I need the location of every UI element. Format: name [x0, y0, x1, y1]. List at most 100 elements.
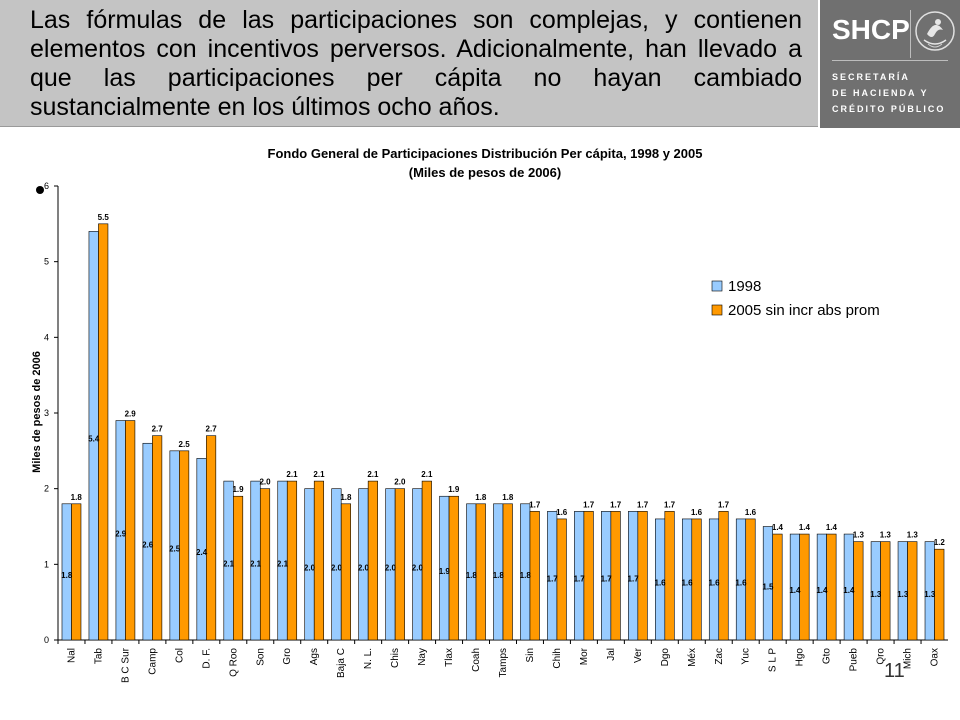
data-label-2005: 5.5 [98, 213, 110, 222]
category-label: B C Sur [120, 647, 131, 683]
data-label-1998: 1.8 [466, 571, 478, 580]
data-label-2005: 1.7 [664, 500, 676, 509]
data-label-1998: 1.4 [789, 586, 801, 595]
bar-2005 [206, 435, 217, 641]
category-label: Gro [282, 648, 293, 665]
data-label-1998: 2.0 [331, 563, 343, 572]
data-label-1998: 1.6 [681, 578, 693, 587]
category-label: Nay [417, 648, 428, 666]
bar-2005 [259, 488, 271, 641]
data-label-1998: 1.7 [628, 575, 640, 584]
data-label-1998: 2.5 [169, 544, 181, 553]
y-axis-title: Miles de pesos de 2006 [31, 351, 43, 473]
logo-wordmark: SHCP [832, 14, 910, 45]
data-label-1998: 1.3 [897, 590, 909, 599]
data-label-2005: 1.4 [799, 523, 811, 532]
bar-2005 [799, 533, 810, 641]
bar-2005 [529, 511, 540, 641]
category-label: Tab [93, 648, 104, 665]
bar-2005 [907, 541, 918, 641]
data-label-1998: 2.9 [115, 529, 127, 538]
bar-2005 [340, 503, 351, 641]
data-label-1998: 1.7 [547, 575, 559, 584]
data-label-2005: 1.8 [475, 493, 487, 502]
data-label-1998: 1.6 [708, 578, 720, 587]
bar-2005 [853, 541, 864, 641]
bar-2005 [179, 450, 190, 641]
page-number: 11 [884, 660, 905, 682]
bar-2005 [718, 511, 729, 641]
category-label: Coah [471, 648, 482, 672]
data-label-1998: 2.1 [223, 560, 235, 569]
data-label-1998: 5.4 [88, 435, 100, 444]
y-tick-label: 1 [44, 559, 49, 569]
data-label-2005: 2.7 [152, 425, 164, 434]
data-label-2005: 1.9 [448, 485, 460, 494]
data-label-2005: 2.0 [394, 478, 406, 487]
y-tick-label: 4 [44, 332, 49, 342]
legend-swatch-2005 [711, 304, 723, 316]
data-label-2005: 1.8 [340, 493, 352, 502]
category-label: Yuc [741, 648, 752, 665]
data-label-2005: 1.8 [502, 493, 514, 502]
data-label-1998: 2.0 [385, 563, 397, 572]
logo-separator [832, 60, 948, 61]
bar-2005 [502, 503, 513, 641]
data-label-1998: 1.7 [574, 575, 586, 584]
data-label-2005: 1.2 [934, 538, 946, 547]
data-label-1998: 1.4 [843, 586, 855, 595]
data-label-2005: 1.7 [583, 500, 595, 509]
category-label: Zac [714, 648, 725, 665]
bar-2005 [233, 495, 244, 641]
category-label: D. F. [201, 648, 212, 669]
category-label: Oax [930, 648, 941, 666]
category-label: Jal [606, 648, 617, 661]
category-label: Dgo [660, 648, 671, 667]
data-label-2005: 2.5 [179, 440, 191, 449]
data-label-1998: 2.4 [196, 548, 208, 557]
data-label-2005: 2.9 [125, 410, 137, 419]
data-label-2005: 1.3 [853, 531, 865, 540]
y-tick-label: 5 [44, 257, 49, 267]
data-label-1998: 2.0 [358, 563, 370, 572]
slide-heading: Las fórmulas de las participaciones son … [30, 6, 802, 121]
bar-2005 [394, 488, 405, 641]
category-label: Tlax [444, 648, 455, 667]
y-tick-label: 2 [44, 484, 49, 494]
data-label-2005: 1.9 [232, 485, 244, 494]
slide-header: Las fórmulas de las participaciones son … [0, 0, 960, 128]
data-label-2005: 1.8 [71, 493, 83, 502]
category-label: Nal [66, 648, 77, 663]
data-label-1998: 2.1 [277, 560, 289, 569]
bullet-point [36, 186, 44, 194]
category-label: Méx [687, 648, 698, 667]
logo-divider [910, 10, 911, 58]
category-label: Col [174, 648, 185, 663]
data-label-2005: 1.7 [610, 500, 622, 509]
legend-label-2005: 2005 sin incr abs prom [728, 302, 880, 319]
chart-title: Fondo General de Participaciones Distrib… [268, 146, 703, 161]
data-label-2005: 1.6 [745, 508, 757, 517]
data-label-2005: 2.1 [421, 470, 433, 479]
category-label: Chis [390, 648, 401, 668]
data-label-2005: 2.1 [313, 470, 325, 479]
bar-2005 [880, 541, 891, 641]
category-label: Baja C [336, 648, 347, 678]
data-label-1998: 2.1 [250, 560, 262, 569]
data-label-2005: 1.4 [772, 523, 784, 532]
category-label: Camp [147, 648, 158, 675]
category-label: Son [255, 648, 266, 666]
bar-2005 [556, 518, 567, 641]
chart-subtitle: (Miles de pesos de 2006) [409, 165, 561, 180]
category-label: Ver [633, 647, 644, 663]
category-label: Gto [822, 648, 833, 665]
data-label-1998: 1.3 [870, 590, 882, 599]
logo-line-3: CRÉDITO PÚBLICO [832, 104, 946, 114]
bar-2005 [583, 511, 594, 641]
data-label-1998: 2.0 [304, 563, 316, 572]
bar-2005 [691, 518, 702, 641]
legend-label-1998: 1998 [728, 278, 761, 295]
bar-2005 [286, 480, 298, 641]
bar-2005 [664, 511, 675, 641]
bar-2005 [826, 533, 837, 641]
